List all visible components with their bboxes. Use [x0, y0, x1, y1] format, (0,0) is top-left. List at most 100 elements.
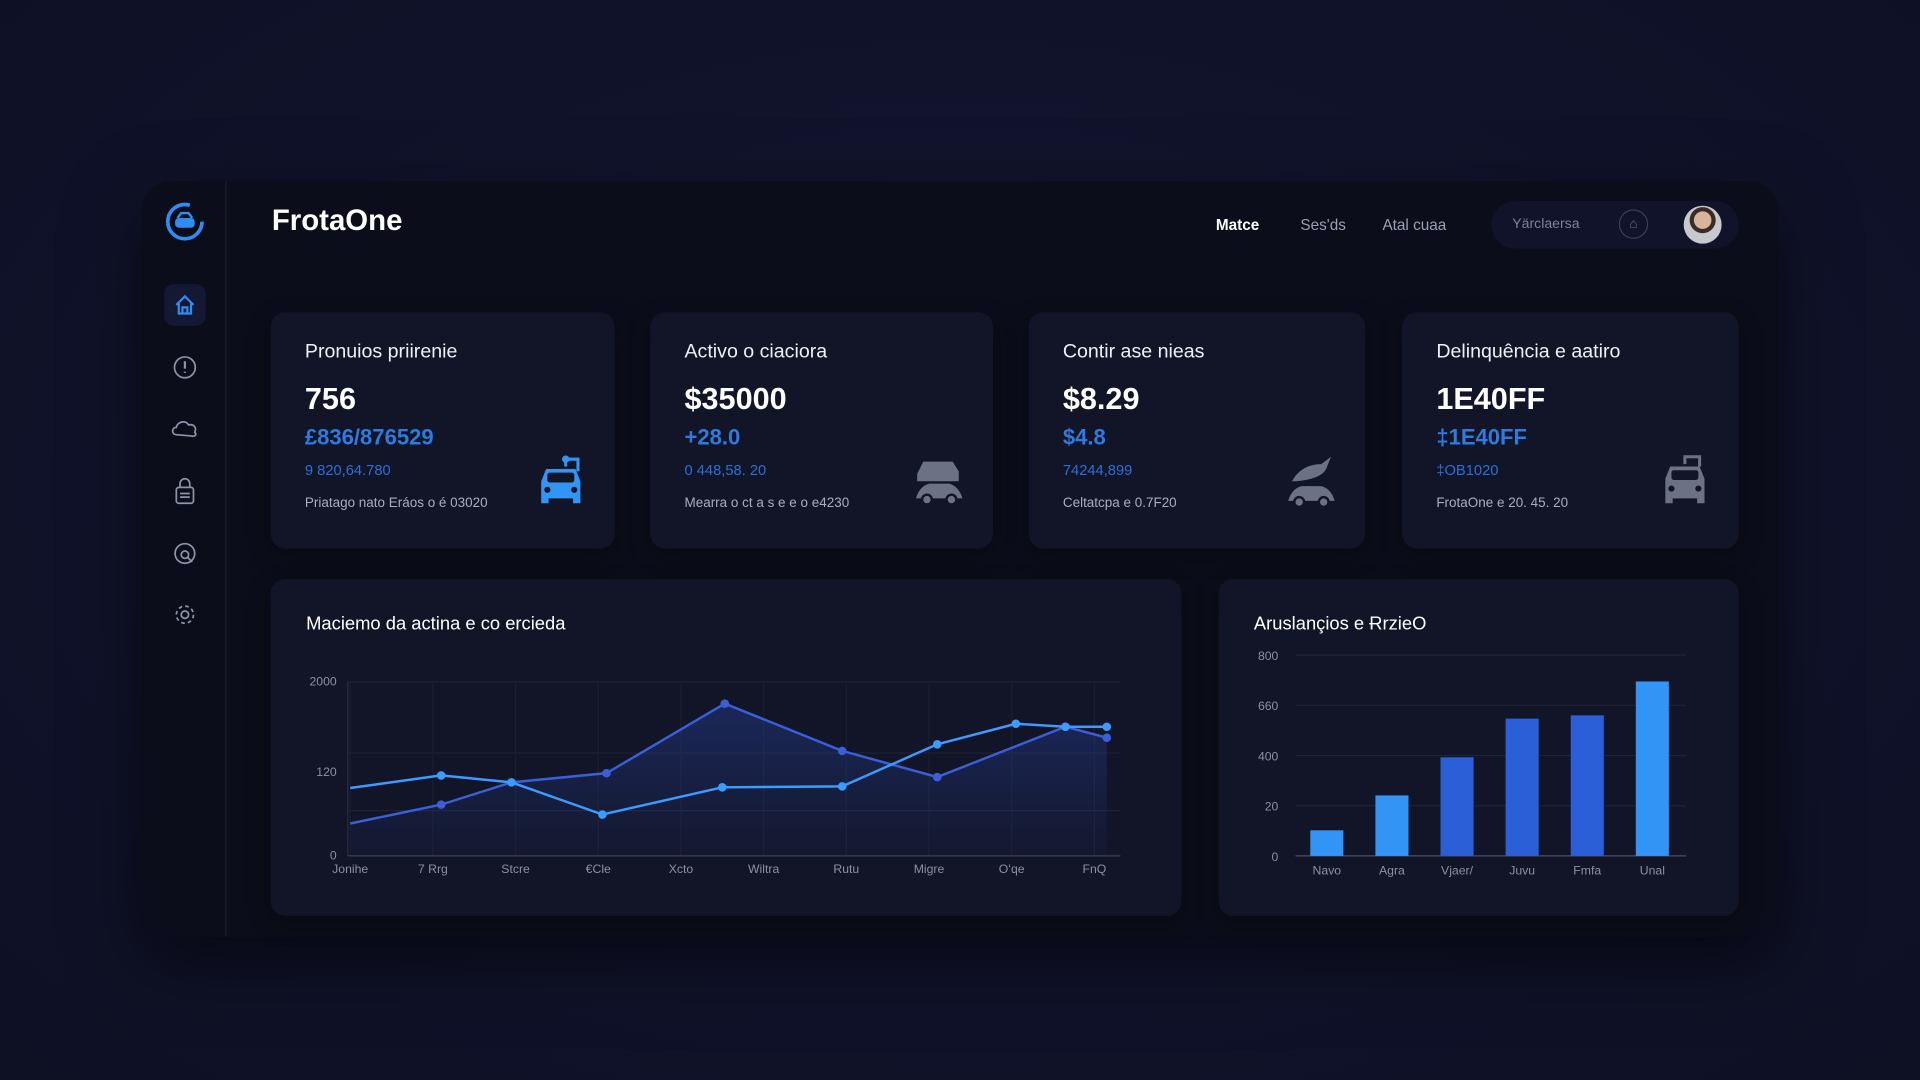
sidebar-item-alerts[interactable]: [164, 347, 206, 389]
bar-chart: 0 20 400 660 800 Navo Agra Vjaer/Juvu Fmfa Unal: [1258, 649, 1687, 877]
logo-icon[interactable]: [165, 202, 204, 247]
x-tick-label: Rutu: [833, 862, 859, 876]
two-cars-icon: [912, 454, 966, 516]
data-point: [720, 699, 730, 708]
data-point: [1102, 722, 1112, 732]
y-tick-label: 0: [330, 849, 337, 863]
dashboard-window: FrotaOne Matce Ses'ds Atal cuaa Yärclaer…: [142, 181, 1778, 937]
x-tick-label: Wiltra: [748, 862, 779, 876]
y-tick-label: 0: [1272, 850, 1279, 864]
sidebar-item-sync[interactable]: [164, 533, 206, 575]
alert-icon: [173, 356, 197, 379]
y-tick-label: 400: [1258, 749, 1279, 763]
kpi-detail: ‡OB1020: [1436, 461, 1499, 479]
series-line-0: [350, 722, 1107, 816]
x-tick-label: Vjaer/: [1441, 863, 1474, 877]
data-point: [837, 746, 847, 756]
kpi-title: Activo o ciaciora: [684, 341, 828, 363]
bar: [1440, 757, 1474, 856]
kpi-value: $35000: [684, 382, 787, 417]
kpi-change: ‡1E40FF: [1436, 424, 1527, 450]
bar: [1635, 681, 1669, 856]
bar: [1375, 795, 1409, 856]
line-chart-card: Maciemo da actina e co ercieda 2000 120 0 J…: [270, 579, 1182, 916]
search-input[interactable]: Yärclaersa: [1512, 216, 1580, 232]
data-point: [718, 783, 727, 792]
kpi-title: Contir ase nieas: [1062, 341, 1205, 363]
bar: [1310, 830, 1344, 856]
y-tick-label: 20: [1265, 800, 1279, 814]
car-front-icon: [534, 454, 588, 516]
kpi-card[interactable]: Delinquência e aatiro 1E40FF ‡1E40FF ‡OB…: [1402, 312, 1739, 549]
data-point: [602, 768, 611, 778]
x-tick-label: Juvu: [1509, 863, 1535, 877]
data-point: [932, 740, 942, 749]
nav-tab-1[interactable]: Matce: [1215, 216, 1260, 234]
search-bar[interactable]: Yärclaersa ⌂: [1491, 200, 1739, 249]
kpi-change: $4.8: [1062, 424, 1106, 450]
x-tick-label: FnQ: [1082, 862, 1106, 876]
x-tick-label: Xcto: [669, 862, 694, 876]
bell-icon[interactable]: ⌂: [1618, 209, 1649, 239]
nav-tab-2[interactable]: Ses'ds: [1300, 216, 1346, 234]
x-tick-label: €Cle: [586, 862, 611, 876]
bar-chart-card: Aruslançios e ɌrzieO 0 20 400 660 800 Navo Agr…: [1218, 579, 1739, 916]
kpi-card[interactable]: Contir ase nieas $8.29 $4.8 74244,899 Ce…: [1028, 312, 1366, 549]
data-point: [436, 800, 446, 809]
kpi-value: 1E40FF: [1436, 382, 1546, 417]
kpi-detail: 0 448,58. 20: [684, 461, 767, 479]
x-tick-label: Unal: [1640, 863, 1665, 877]
lock-icon: [175, 477, 195, 505]
bar: [1570, 715, 1604, 856]
kpi-detail: 74244,899: [1062, 461, 1133, 479]
taxi-icon: [1658, 454, 1712, 516]
data-point: [598, 810, 607, 819]
car-wash-icon: [1284, 454, 1338, 516]
x-tick-label: Migre: [914, 862, 945, 876]
sidebar-item-settings[interactable]: [164, 594, 206, 636]
sidebar-item-home[interactable]: [164, 284, 206, 326]
x-tick-label: Stcre: [501, 862, 530, 876]
kpi-card[interactable]: Pronuios priirenie 756 £836/876529 9 820…: [270, 312, 615, 549]
kpi-caption: Priatago nato Eráos o é 03020: [304, 495, 488, 511]
kpi-caption: FrotaOne e 20. 45. 20: [1436, 495, 1569, 511]
data-point: [1061, 722, 1070, 732]
kpi-change: +28.0: [684, 424, 741, 450]
nav-tab-3[interactable]: Atal cuaa: [1382, 216, 1447, 234]
sidebar-item-lock[interactable]: [164, 470, 206, 512]
user-avatar[interactable]: [1683, 205, 1722, 244]
refresh-search-icon: [174, 542, 196, 565]
data-point: [507, 778, 516, 787]
kpi-value: $8.29: [1062, 382, 1140, 417]
kpi-value: 756: [304, 382, 356, 417]
app-title: FrotaOne: [271, 204, 403, 238]
data-point: [837, 782, 847, 791]
kpi-caption: Celtatcpa e 0.7F20: [1062, 495, 1177, 511]
x-tick-label: Jonihe: [332, 862, 368, 876]
bar-chart-title: Aruslançios e ɌrzieO: [1253, 613, 1427, 635]
y-tick-label: 2000: [310, 675, 337, 689]
line-chart-title: Maciemo da actina e co ercieda: [306, 613, 566, 635]
sidebar: [142, 181, 227, 937]
kpi-card[interactable]: Activo o ciaciora $35000 +28.0 0 448,58.…: [650, 312, 994, 549]
x-tick-label: 7 Rrg: [418, 862, 448, 876]
x-tick-label: Oʻqe: [999, 862, 1025, 876]
kpi-title: Delinquência e aatiro: [1436, 341, 1621, 363]
y-tick-label: 800: [1258, 649, 1279, 663]
kpi-caption: Mearra o ct a s e e o e4230: [684, 495, 850, 511]
data-point: [436, 771, 446, 780]
data-point: [932, 772, 942, 782]
kpi-detail: 9 820,64.780: [304, 461, 391, 479]
x-tick-label: Fmfa: [1573, 863, 1601, 877]
x-tick-label: Agra: [1379, 863, 1405, 877]
bar: [1505, 718, 1539, 856]
data-point: [1102, 733, 1112, 742]
sidebar-item-cloud[interactable]: [164, 408, 206, 450]
home-icon: [175, 294, 195, 315]
cloud-icon: [171, 421, 197, 438]
data-point: [1011, 719, 1021, 729]
x-tick-label: Navo: [1313, 863, 1342, 877]
y-tick-label: 660: [1258, 699, 1279, 713]
